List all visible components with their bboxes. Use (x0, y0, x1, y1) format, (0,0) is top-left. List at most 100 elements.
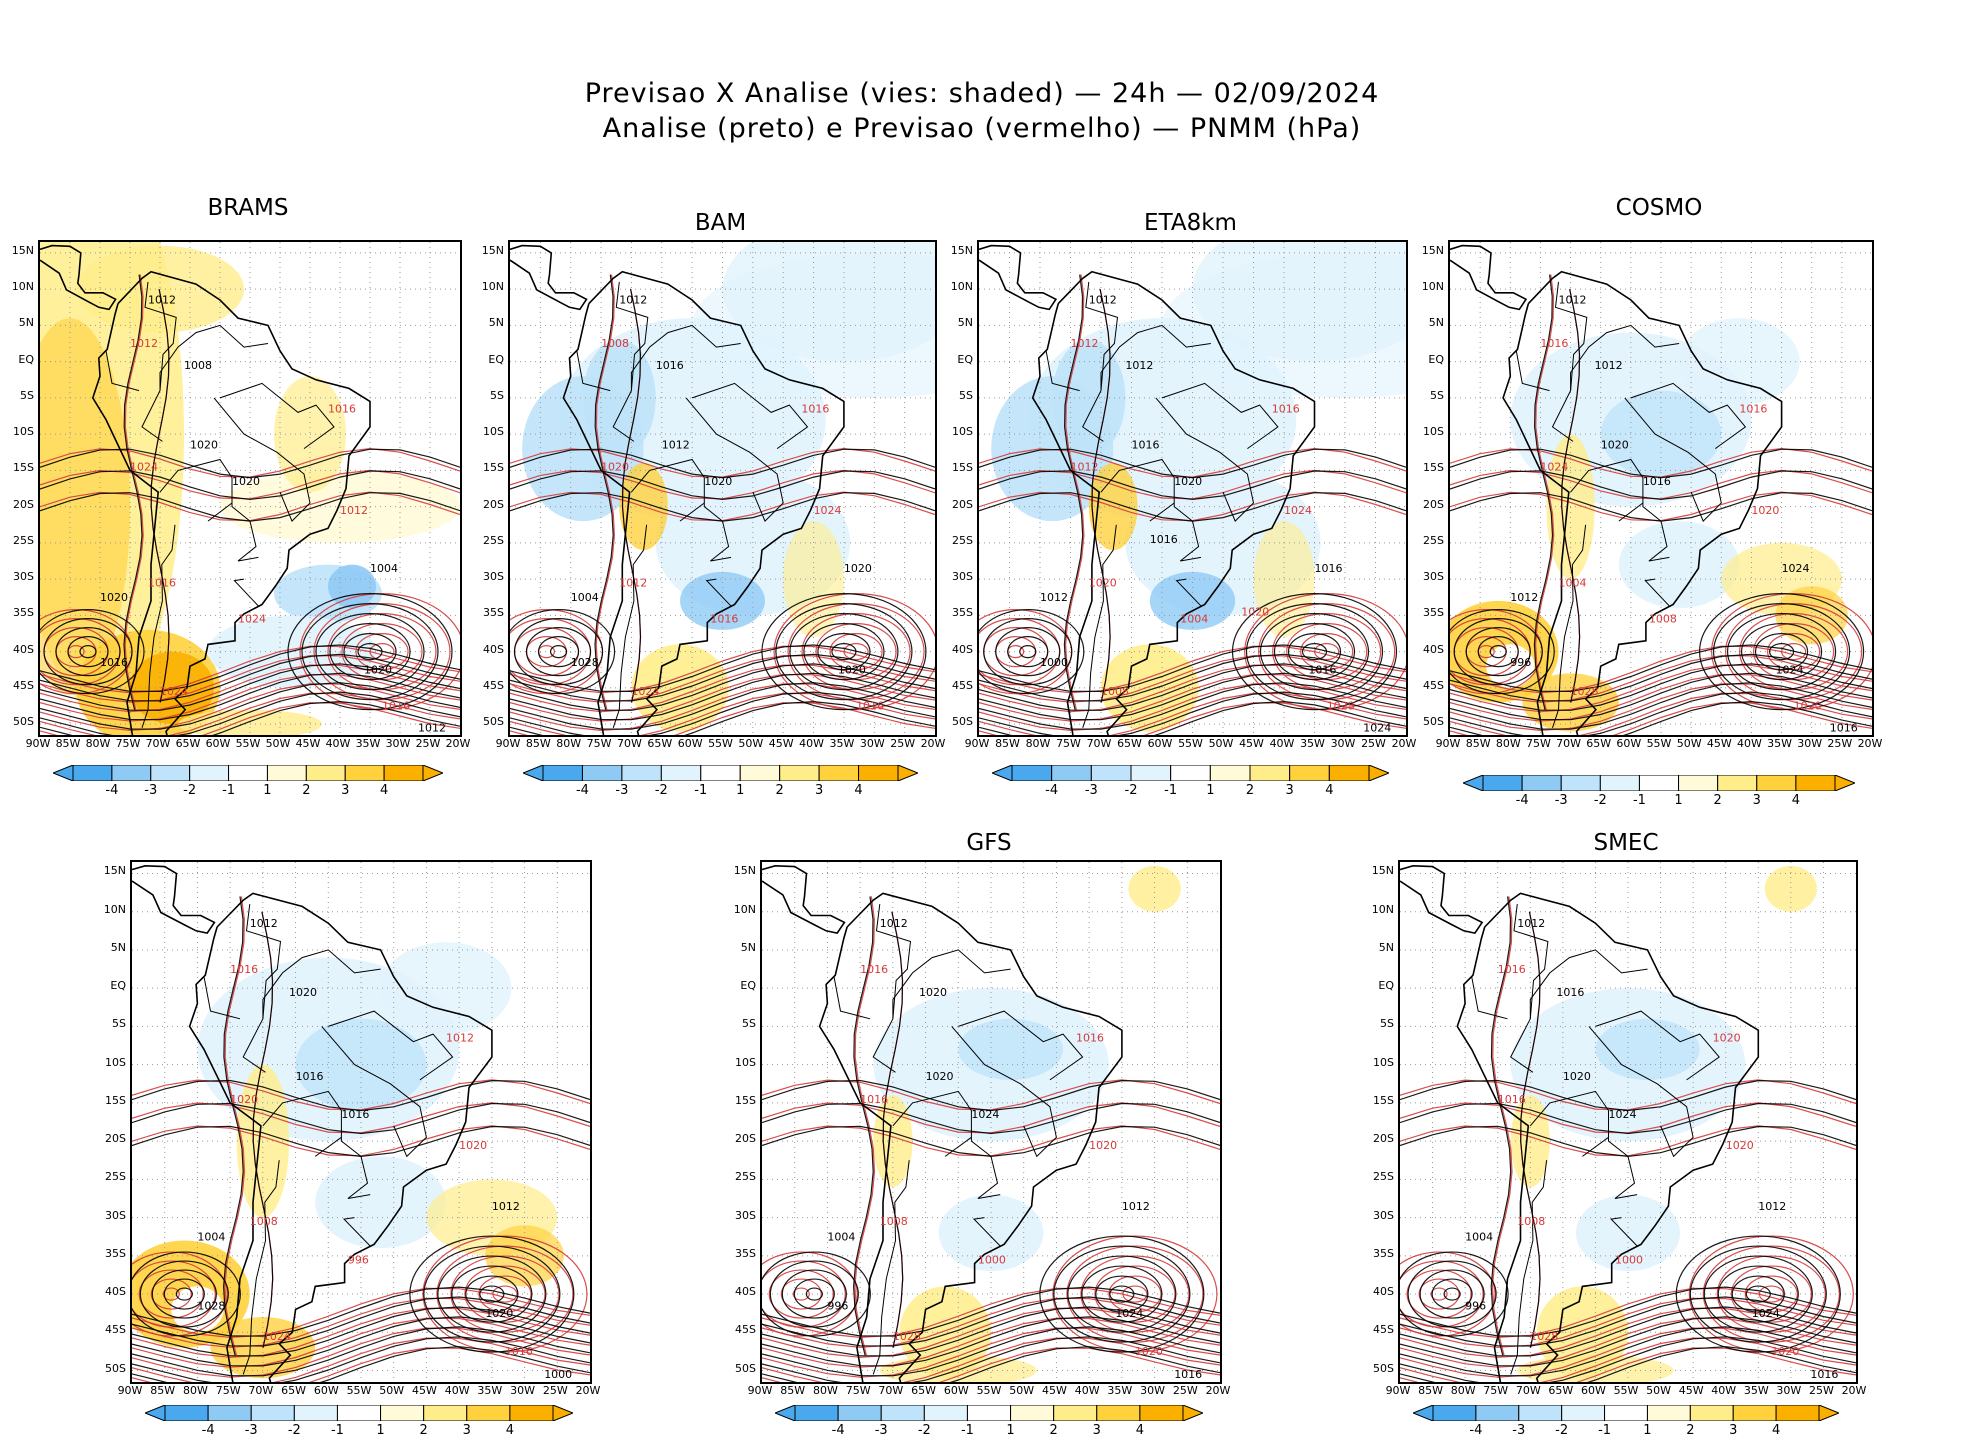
colorbar-label: -3 (244, 1423, 258, 1438)
colorbar-smec: -4 -3 -2 -1 1 2 3 4 (1411, 1404, 1841, 1445)
isobar-label: 1016 (860, 1093, 888, 1106)
colorbar-label: -2 (1593, 793, 1607, 808)
isobar-label: 1024 (1363, 721, 1391, 734)
lat-tick: 45S (1373, 1323, 1394, 1337)
lon-tick: 35W (477, 1384, 503, 1397)
lat-tick: 15N (481, 243, 504, 257)
lon-tick: 70W (1515, 1384, 1541, 1397)
isobar-label: 1020 (844, 562, 872, 575)
isobar-label: 1016 (328, 402, 356, 415)
lon-tick: 80W (1495, 737, 1521, 750)
bias-area (1764, 865, 1817, 912)
lon-tick: 40W (1269, 737, 1295, 750)
colorbar-label: -2 (1555, 1423, 1569, 1438)
lat-tick: 5S (490, 388, 504, 402)
country-borders (105, 281, 335, 728)
coastline (979, 244, 1316, 735)
map-panel-eta8km: 1012 1012 1012 1016 1016 1012 1020 1024 1016 1020… (977, 240, 1408, 737)
lat-tick: 5S (1380, 1017, 1394, 1031)
colorbar-label: -1 (694, 783, 708, 798)
isobar-label: 1016 (1556, 986, 1584, 999)
lat-tick: 50S (1373, 1361, 1394, 1375)
isobar-label: 1020 (601, 460, 629, 473)
isobar-label: 1020 (1771, 1345, 1799, 1358)
lon-tick: 20W (1391, 737, 1417, 750)
lon-tick: 25W (542, 1384, 568, 1397)
lon-tick: 90W (964, 737, 990, 750)
map-panel-brams: 1012 1012 1008 1016 1020 1024 1020 1012 1004 1016… (38, 240, 462, 737)
isobar-label: 1012 (418, 721, 446, 734)
isobar-label: 1020 (1601, 439, 1629, 452)
isobar-label: 1016 (1315, 562, 1343, 575)
isobar-label: 1020 (100, 591, 128, 604)
colorbar-swatch (1604, 1404, 1648, 1422)
colorbar-swatch (228, 764, 268, 782)
lat-tick: 5S (1430, 388, 1444, 402)
colorbar-arrow-left (990, 764, 1013, 782)
colorbar-swatch (189, 764, 230, 782)
bias-area (1486, 644, 1535, 688)
lat-tick: 15S (735, 1093, 756, 1107)
isobar-label: 1020 (1089, 1139, 1117, 1152)
lon-tick: 65W (1548, 1384, 1574, 1397)
isobar-label: 1016 (1174, 1368, 1202, 1381)
bias-area (1679, 318, 1800, 406)
colorbar-label: -4 (1515, 793, 1529, 808)
isobar-label: 1024 (1608, 1108, 1636, 1121)
isobar-label: 1012 (1122, 1200, 1150, 1213)
isobar-label: 1016 (1643, 475, 1671, 488)
lon-tick: 25W (1172, 1384, 1198, 1397)
lon-tick: 85W (995, 737, 1020, 750)
colorbar-swatch (72, 764, 113, 782)
colorbar-arrow-left (51, 764, 74, 782)
colorbar-label: 3 (341, 783, 350, 798)
lat-tick: 15S (13, 461, 34, 475)
lat-tick: 40S (952, 642, 973, 656)
colorbar-label: 2 (1245, 783, 1255, 798)
isobar-label: 1020 (190, 439, 218, 452)
isobar-label: 1020 (1135, 1345, 1163, 1358)
lon-tick: 20W (1857, 737, 1883, 750)
lon-tick: 90W (25, 737, 51, 750)
isobar-label: 1016 (148, 576, 176, 589)
lat-tick: 5N (18, 316, 34, 330)
isobar-label: 1008 (1517, 1215, 1545, 1228)
coastline (132, 864, 493, 1382)
colorbar-label: 1 (1206, 783, 1215, 798)
lon-tick: 75W (1483, 1384, 1509, 1397)
isobar-label: 1024 (238, 613, 266, 626)
colorbar-swatch (164, 1404, 209, 1422)
lon-tick: 70W (1086, 737, 1112, 750)
colorbar-swatch (837, 1404, 882, 1422)
colorbar-label: 4 (854, 783, 863, 798)
isobar-label: 1012 (130, 337, 158, 350)
colorbar-swatch (779, 764, 820, 782)
isobar-label: 1012 (1510, 591, 1538, 604)
colorbar-swatch (660, 764, 702, 782)
lon-tick: 70W (1556, 737, 1581, 750)
colorbar-label: 2 (1049, 1423, 1058, 1438)
colorbar-arrow-right (1182, 1404, 1205, 1422)
isobar-label: 1024 (1540, 460, 1568, 473)
lat-tick: 50S (483, 715, 504, 729)
lat-tick: 10N (481, 280, 504, 294)
colorbar-label: -3 (874, 1423, 888, 1438)
colorbar-label: -4 (575, 783, 589, 798)
lon-tick: 80W (1025, 737, 1051, 750)
isobar-label: 1016 (1810, 1368, 1838, 1381)
lon-tick: 50W (1676, 737, 1702, 750)
lat-tick: 20S (1373, 1132, 1394, 1146)
lon-tick: 70W (248, 1384, 274, 1397)
lat-tick: EQ (1378, 979, 1394, 993)
isobar-label: 1024 (631, 685, 659, 698)
isobar-label: 1016 (656, 359, 684, 372)
colorbar-label: 1 (1674, 793, 1683, 808)
colorbar-swatch (1090, 764, 1132, 782)
lon-tick: 55W (235, 737, 261, 750)
lon-tick: 20W (445, 737, 471, 750)
lon-tick: 55W (1178, 737, 1203, 750)
lon-tick: 75W (1056, 737, 1081, 750)
lat-tick: 10N (1421, 280, 1444, 294)
lon-tick: 85W (780, 1384, 806, 1397)
colorbar-swatch (383, 764, 424, 782)
